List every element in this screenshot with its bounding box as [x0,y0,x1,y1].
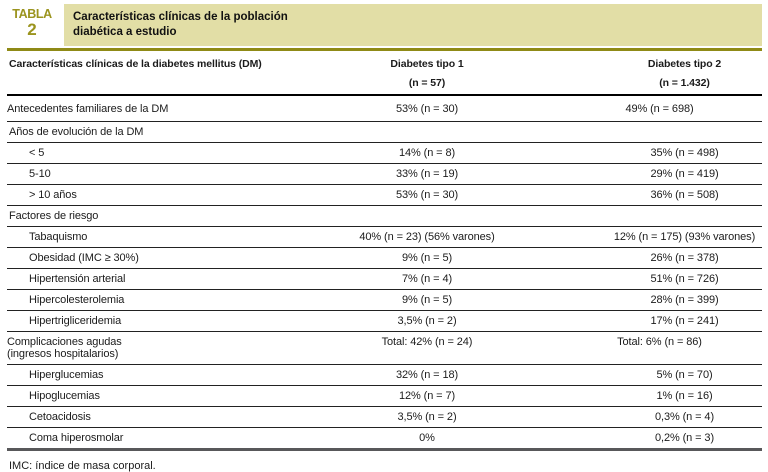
row-label: Cetoacidosis [7,406,297,428]
header-row: Características clínicas de la diabetes … [7,57,762,96]
dm2-value: 0,3% (n = 4) [557,406,762,428]
col-header-diabetes-tipo-2: Diabetes tipo 2 (n = 1.432) [557,57,762,96]
dm1-value [297,121,557,143]
col-header-dm2-n: (n = 1.432) [659,77,710,89]
table-row: Cetoacidosis 3,5% (n = 2) 0,3% (n = 4) [7,406,762,428]
table-row: > 10 años 53% (n = 30) 36% (n = 508) [7,184,762,206]
row-label-line2: (ingresos hospitalarios) [7,348,119,360]
table-row: Tabaquismo 40% (n = 23) (56% varones) 12… [7,226,762,248]
table-row: Antecedentes familiares de la DM 53% (n … [7,95,762,122]
table-row: Hipercolesterolemia 9% (n = 5) 28% (n = … [7,289,762,311]
row-label: > 10 años [7,184,297,206]
dm2-value: 36% (n = 508) [557,184,762,206]
table-badge-number: 2 [27,20,37,39]
table-head: Características clínicas de la diabetes … [7,57,762,96]
dm2-value: 28% (n = 399) [557,289,762,311]
dm1-value: 12% (n = 7) [297,385,557,407]
dm2-value: 29% (n = 419) [557,163,762,185]
dm2-value [557,205,762,227]
dm2-value: Total: 6% (n = 86) [557,331,762,365]
table-row: < 5 14% (n = 8) 35% (n = 498) [7,142,762,164]
table-row: Hiperglucemias 32% (n = 18) 5% (n = 70) [7,364,762,386]
row-label: Hipertrigliceridemia [7,310,297,332]
dm1-value [297,205,557,227]
dm2-value: 26% (n = 378) [557,247,762,269]
table-row: Hipoglucemias 12% (n = 7) 1% (n = 16) [7,385,762,407]
table-badge-label: TABLA [12,7,52,21]
row-label: Hipoglucemias [7,385,297,407]
table-row: Hipertensión arterial 7% (n = 4) 51% (n … [7,268,762,290]
table-badge: TABLA 2 [7,4,57,46]
dm1-value: 40% (n = 23) (56% varones) [297,226,557,248]
dm2-value: 0,2% (n = 3) [557,427,762,451]
figure-title-line2: diabética a estudio [73,26,177,38]
col-header-dm2-title: Diabetes tipo 2 [647,58,722,70]
col-header-dm1-title: Diabetes tipo 1 [390,58,464,70]
dm2-value: 35% (n = 498) [557,142,762,164]
table-row: Complicaciones agudas (ingresos hospital… [7,331,762,365]
table-row: Coma hiperosmolar 0% 0,2% (n = 3) [7,427,762,451]
figure-title-banner: Características clínicas de la población… [64,4,762,46]
row-label: < 5 [7,142,297,164]
table-row: Años de evolución de la DM [7,121,762,143]
row-label: Antecedentes familiares de la DM [7,95,297,122]
dm1-value: 53% (n = 30) [297,184,557,206]
dm2-value: 49% (n = 698) [557,95,762,122]
dm1-value: 0% [297,427,557,451]
data-table: Características clínicas de la diabetes … [7,57,762,451]
table-row: Factores de riesgo [7,205,762,227]
table-row: 5-10 33% (n = 19) 29% (n = 419) [7,163,762,185]
figure-title-line1: Características clínicas de la población [73,11,288,23]
row-label: Hipertensión arterial [7,268,297,290]
row-label: Complicaciones agudas (ingresos hospital… [7,331,297,365]
dm1-value: 53% (n = 30) [297,95,557,122]
row-label: Hipercolesterolemia [7,289,297,311]
header-rule [7,48,762,51]
dm2-value: 51% (n = 726) [557,268,762,290]
dm1-value: 9% (n = 5) [297,247,557,269]
dm1-value: 33% (n = 19) [297,163,557,185]
dm1-value: 14% (n = 8) [297,142,557,164]
col-header-dm1-n: (n = 57) [408,77,446,89]
row-label: Años de evolución de la DM [7,121,297,143]
dm2-value: 1% (n = 16) [557,385,762,407]
dm2-value: 5% (n = 70) [557,364,762,386]
col-header-diabetes-tipo-1: Diabetes tipo 1 (n = 57) [297,57,557,96]
row-label: Hiperglucemias [7,364,297,386]
row-label: 5-10 [7,163,297,185]
col-header-characteristics: Características clínicas de la diabetes … [7,57,297,96]
dm2-value: 17% (n = 241) [557,310,762,332]
dm2-value [557,121,762,143]
dm1-value: 9% (n = 5) [297,289,557,311]
figure-header: TABLA 2 Características clínicas de la p… [7,4,762,46]
dm1-value: 32% (n = 18) [297,364,557,386]
row-label-line1: Complicaciones agudas [7,336,122,348]
table-row: Obesidad (IMC ≥ 30%) 9% (n = 5) 26% (n =… [7,247,762,269]
table-row: Hipertrigliceridemia 3,5% (n = 2) 17% (n… [7,310,762,332]
dm2-value: 12% (n = 175) (93% varones) [557,226,762,248]
row-label: Factores de riesgo [7,205,297,227]
dm1-value: 3,5% (n = 2) [297,310,557,332]
table-body: Antecedentes familiares de la DM 53% (n … [7,95,762,451]
dm1-value: 3,5% (n = 2) [297,406,557,428]
dm1-value: Total: 42% (n = 24) [297,331,557,365]
row-label: Tabaquismo [7,226,297,248]
dm1-value: 7% (n = 4) [297,268,557,290]
row-label: Coma hiperosmolar [7,427,297,451]
table-footnote: IMC: índice de masa corporal. [9,460,156,472]
row-label: Obesidad (IMC ≥ 30%) [7,247,297,269]
